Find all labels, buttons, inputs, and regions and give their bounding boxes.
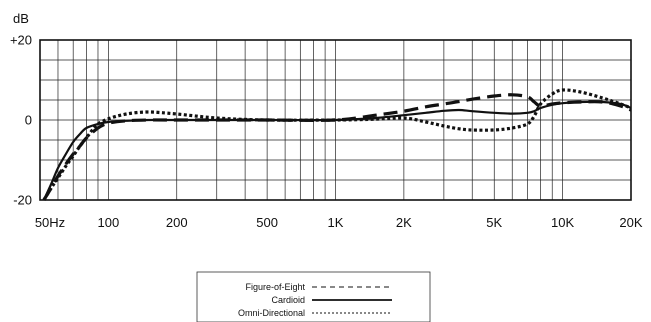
x-tick-label: 1K: [328, 215, 344, 230]
legend-label-cardioid: Cardioid: [271, 295, 305, 305]
x-tick-label: 5K: [486, 215, 502, 230]
y-tick-label: -20: [13, 193, 32, 208]
x-tick-label: 100: [98, 215, 120, 230]
x-tick-label: 20K: [619, 215, 642, 230]
x-tick-label: 2K: [396, 215, 412, 230]
x-tick-label: 500: [256, 215, 278, 230]
x-tick-label: 50Hz: [35, 215, 65, 230]
series-curves: [42, 88, 632, 201]
y-tick-labels: +20 0 -20: [10, 33, 32, 208]
x-tick-label: 200: [166, 215, 188, 230]
legend-label-figure-of-eight: Figure-of-Eight: [245, 282, 305, 292]
plot-frame: [39, 39, 632, 201]
x-tick-labels: 50Hz 100 200 500 1K 2K 5K 10K 20K: [35, 215, 643, 230]
x-tick-label: 10K: [551, 215, 574, 230]
legend-label-omni-directional: Omni-Directional: [238, 308, 305, 318]
series-cardioid: [42, 100, 632, 201]
legend: Figure-of-Eight Cardioid Omni-Directional: [196, 271, 431, 322]
legend-box: [196, 271, 431, 322]
y-axis-label: dB: [13, 11, 29, 26]
y-tick-label: 0: [25, 113, 32, 128]
y-tick-label: +20: [10, 33, 32, 48]
series-figure-of-eight: [42, 93, 632, 201]
series-omni-directional: [42, 88, 632, 201]
